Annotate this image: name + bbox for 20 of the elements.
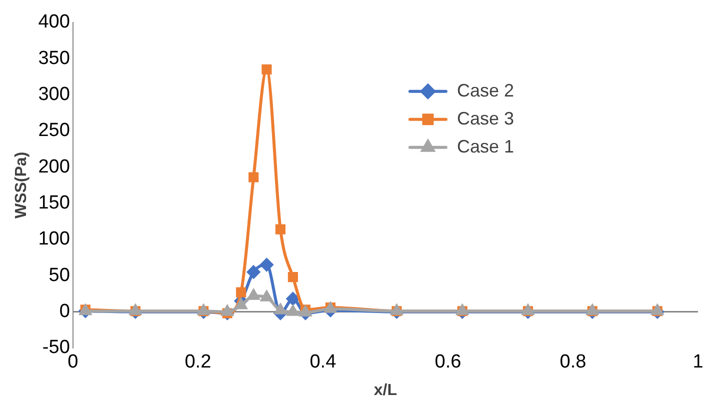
x-tick-label: 1 xyxy=(692,352,704,373)
legend-label: Case 2 xyxy=(456,80,514,100)
y-tick-label: 50 xyxy=(48,264,70,286)
y-tick-label: 400 xyxy=(38,12,70,33)
x-axis-title: x/L xyxy=(374,382,398,399)
x-tick-label: 0.8 xyxy=(560,352,586,373)
y-tick-label: 100 xyxy=(38,228,70,250)
y-tick-label: -50 xyxy=(42,337,70,358)
y-axis-title: WSS(Pa) xyxy=(13,152,30,219)
y-tick-label: 300 xyxy=(38,84,70,105)
y-tick-label: 250 xyxy=(38,120,70,142)
y-tick-label: 350 xyxy=(38,48,70,69)
x-tick-label: 0.2 xyxy=(184,352,212,373)
legend-label: Case 3 xyxy=(456,108,514,128)
y-tick-label: 150 xyxy=(38,192,70,214)
legend-label: Case 1 xyxy=(456,136,514,156)
x-tick-label: 0.4 xyxy=(310,352,337,373)
y-tick-label: 0 xyxy=(59,301,70,322)
x-tick-label: 0.6 xyxy=(434,352,462,373)
y-tick-label: 200 xyxy=(38,156,70,178)
